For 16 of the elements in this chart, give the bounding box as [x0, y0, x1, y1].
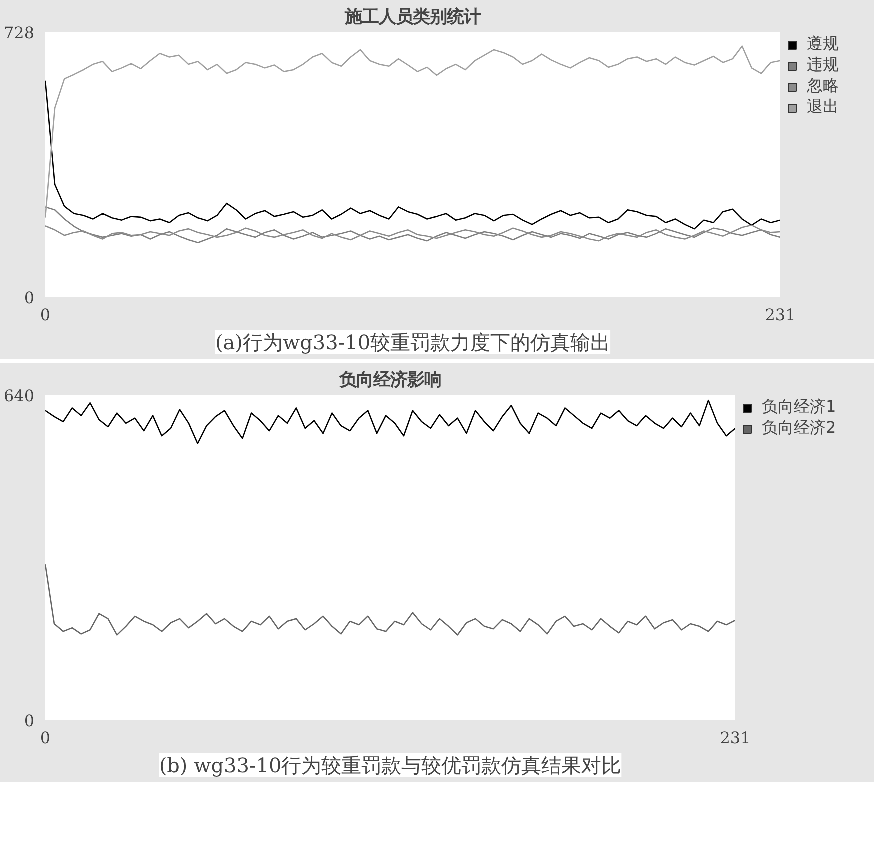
- text: (b) wg33-10行为较重罚款与较优罚款仿真结果对比: [159, 754, 622, 778]
- legend-label: 负向经济1: [762, 397, 836, 418]
- x-tick-label: 231: [765, 306, 796, 324]
- chart-title: 施工人员类别统计: [344, 8, 481, 28]
- legend-label: 退出: [807, 97, 839, 118]
- y-tick-label: 728: [4, 24, 35, 42]
- chart-title: 负向经济影响: [338, 370, 442, 390]
- y-tick-label: 0: [24, 288, 35, 308]
- x-tick-label: 231: [720, 728, 751, 748]
- legend-label: 违规: [807, 55, 839, 76]
- y-tick-label: 640: [4, 386, 35, 406]
- legend-label: 遵规: [807, 34, 839, 55]
- legend-label: 忽略: [807, 76, 839, 97]
- text: (a)行为wg33-10较重罚款力度下的仿真输出: [215, 330, 611, 354]
- legend-label: 负向经济2: [762, 418, 836, 439]
- y-tick-label: 0: [24, 712, 35, 730]
